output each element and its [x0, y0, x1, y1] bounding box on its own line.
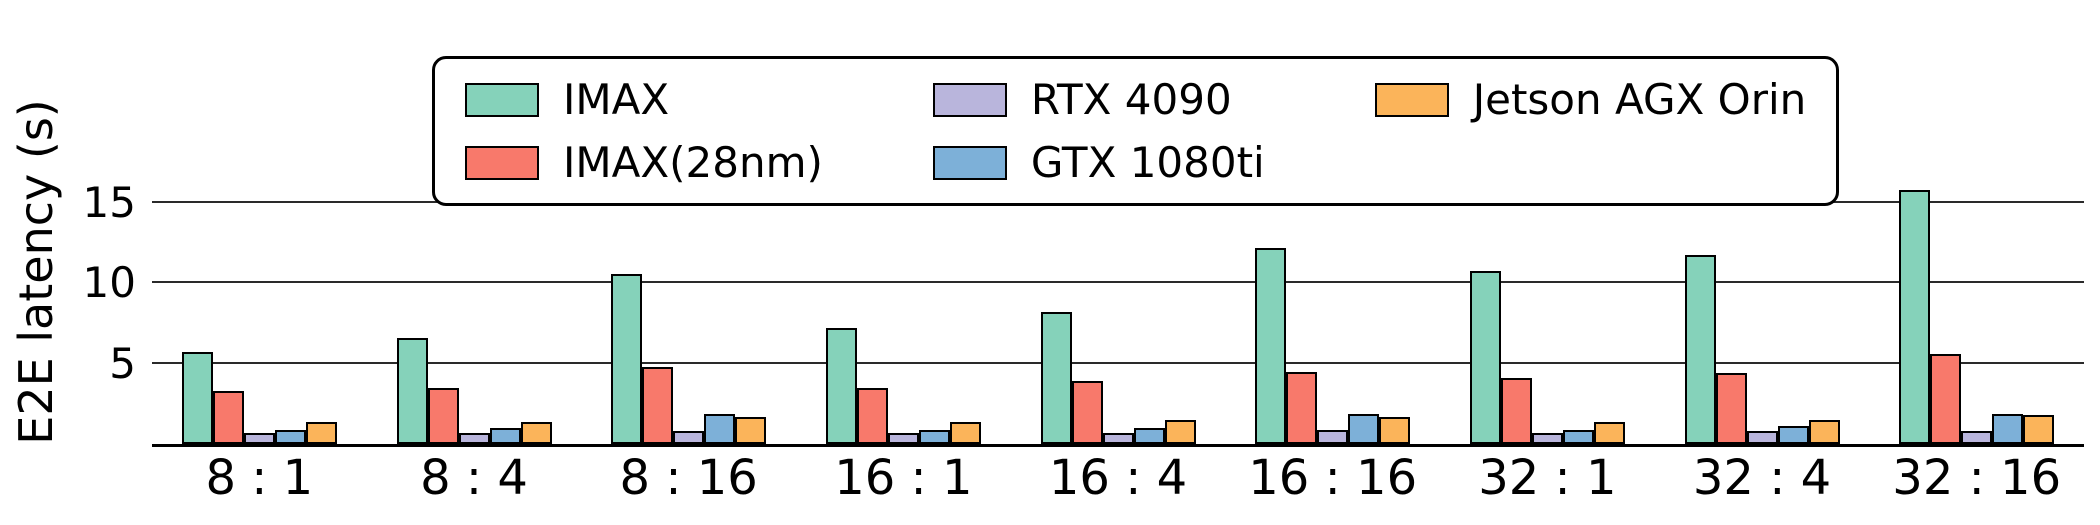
bar-imax-28nm: [1930, 354, 1962, 444]
bar-imax: [1255, 248, 1287, 444]
x-tick-label: 8 : 4: [420, 450, 528, 506]
legend-swatch: [932, 82, 1007, 117]
bar-group: 8 : 1: [152, 163, 367, 502]
x-tick-label: 32 : 1: [1478, 450, 1617, 506]
bar-jetson-agx-orin: [2023, 415, 2055, 444]
bar-jetson-agx-orin: [305, 421, 337, 444]
y-tick-label: 10: [82, 258, 136, 308]
bar-imax-28nm: [212, 391, 244, 444]
x-tick-label: 32 : 4: [1692, 450, 1832, 506]
legend-item: GTX 1080ti: [932, 138, 1265, 187]
bar-imax-28nm: [427, 387, 459, 444]
legend-swatch: [465, 82, 539, 117]
bar-imax-28nm: [1286, 371, 1318, 444]
bar-jetson-agx-orin: [1808, 419, 1840, 444]
legend-item: IMAX: [465, 75, 823, 124]
bar-imax: [611, 273, 643, 444]
bar-gtx-1080ti: [489, 427, 521, 444]
legend-label: IMAX(28nm): [563, 138, 823, 187]
bar-gtx-1080ti: [1133, 427, 1165, 444]
bar-imax-28nm: [642, 366, 674, 444]
bar-jetson-agx-orin: [735, 416, 767, 444]
legend-label: Jetson AGX Orin: [1472, 75, 1807, 124]
bar-imax: [181, 352, 213, 444]
bar-gtx-1080ti: [1562, 429, 1594, 444]
bar-imax-28nm: [1500, 378, 1532, 444]
x-tick-label: 8 : 1: [205, 450, 314, 506]
bar-rtx-4090: [1102, 432, 1134, 444]
bar-rtx-4090: [243, 432, 275, 444]
gridline: [152, 361, 2084, 364]
bar-rtx-4090: [673, 431, 705, 444]
bar-gtx-1080ti: [918, 429, 950, 444]
legend-item: RTX 4090: [932, 75, 1265, 124]
legend-swatch: [932, 145, 1007, 180]
bar-group: 32 : 16: [1869, 163, 2084, 502]
bar-imax: [1684, 254, 1716, 444]
bar-imax: [1899, 190, 1931, 444]
bar-rtx-4090: [1961, 431, 1993, 444]
bar-group: 32 : 1: [1440, 163, 1655, 502]
x-tick-label: 16 : 1: [834, 450, 973, 506]
x-tick-label: 16 : 4: [1048, 450, 1188, 506]
bar-imax-28nm: [1071, 381, 1103, 444]
y-tick-label: 15: [82, 178, 136, 228]
bar-jetson-agx-orin: [520, 421, 552, 444]
bar-rtx-4090: [1746, 431, 1778, 444]
legend: IMAX IMAX(28nm) RTX 4090 GTX 1080ti Jetson A…: [432, 56, 1840, 206]
bar-imax: [396, 338, 428, 444]
bar-group: 16 : 16: [1225, 163, 1440, 502]
legend-item: Jetson AGX Orin: [1374, 75, 1807, 124]
x-tick-label: 16 : 16: [1248, 450, 1418, 506]
legend-swatch: [465, 145, 539, 180]
y-tick-label: 5: [109, 338, 136, 388]
x-tick-label: 32 : 16: [1892, 450, 2062, 506]
x-tick-label: 8 : 16: [619, 450, 758, 506]
bar-imax: [1040, 312, 1072, 444]
bar-group: 8 : 4: [367, 163, 582, 502]
bar-imax-28nm: [1715, 373, 1747, 444]
bar-gtx-1080ti: [1348, 413, 1380, 444]
legend-item: IMAX(28nm): [465, 138, 823, 187]
legend-label: IMAX: [563, 75, 670, 124]
bar-gtx-1080ti: [704, 413, 736, 444]
bar-group: 8 : 16: [581, 163, 796, 502]
bar-group: 16 : 1: [796, 163, 1011, 502]
bar-rtx-4090: [1531, 432, 1563, 444]
bar-jetson-agx-orin: [949, 421, 981, 444]
bar-rtx-4090: [1317, 429, 1349, 444]
bar-imax: [1469, 270, 1501, 444]
bar-rtx-4090: [458, 432, 490, 444]
bar-gtx-1080ti: [274, 429, 306, 444]
legend-label: GTX 1080ti: [1030, 138, 1265, 187]
legend-swatch: [1374, 82, 1449, 117]
bar-gtx-1080ti: [1992, 413, 2024, 444]
bar-jetson-agx-orin: [1379, 416, 1411, 444]
bar-rtx-4090: [887, 432, 919, 444]
bar-imax-28nm: [856, 387, 888, 444]
bar-group: 32 : 4: [1655, 163, 1870, 502]
bar-group: 16 : 4: [1011, 163, 1226, 502]
bar-imax: [825, 328, 857, 444]
gridline: [152, 281, 2084, 284]
legend-label: RTX 4090: [1030, 75, 1232, 124]
bar-jetson-agx-orin: [1164, 419, 1196, 444]
bar-gtx-1080ti: [1777, 426, 1809, 444]
bar-jetson-agx-orin: [1593, 421, 1625, 444]
